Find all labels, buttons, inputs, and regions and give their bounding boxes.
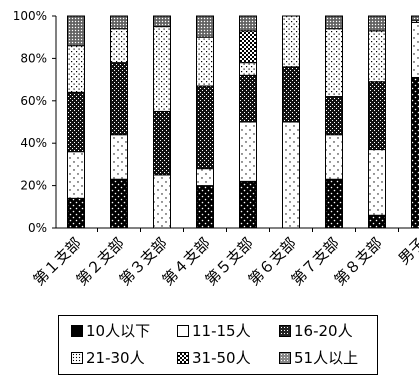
legend-label: 16-20人 — [294, 322, 353, 340]
legend-swatch — [71, 325, 83, 337]
x-category-label: 男子 — [395, 234, 419, 268]
bar-segment — [412, 16, 419, 20]
bar-segment — [111, 16, 128, 29]
y-tick-label: 100% — [13, 9, 47, 23]
bar-segment — [154, 16, 171, 27]
bar-segment — [412, 77, 419, 228]
bar-segment — [154, 27, 171, 112]
y-tick-label: 40% — [20, 136, 47, 150]
bar-segment — [326, 29, 343, 97]
legend-item-31-50: 31-50人 — [177, 349, 251, 367]
bar-segment — [240, 122, 257, 181]
bar-segment — [154, 111, 171, 175]
bar-segment — [283, 122, 300, 228]
bar-segment — [240, 31, 257, 63]
bar-segment — [197, 37, 214, 86]
legend-swatch — [177, 325, 189, 337]
bar-segment — [240, 16, 257, 31]
bar-segment — [369, 150, 386, 216]
legend-label: 51人以上 — [294, 349, 358, 367]
legend-label: 10人以下 — [86, 322, 150, 340]
bar-segment — [326, 97, 343, 135]
y-tick-label: 80% — [20, 51, 47, 65]
bar-segment — [68, 152, 85, 199]
bar-segment — [240, 63, 257, 76]
legend-item-51-plus: 51人以上 — [279, 349, 358, 367]
legend-swatch — [71, 352, 83, 364]
bar-segment — [283, 16, 300, 67]
bar-segment — [369, 16, 386, 31]
x-category-label: 第８支部 — [331, 234, 386, 289]
legend: 10人以下 11-15人 16-20人 21-30人 31-50人 51人以上 — [58, 315, 378, 375]
bar-segment — [283, 67, 300, 122]
bar-segment — [412, 22, 419, 77]
legend-label: 11-15人 — [192, 322, 251, 340]
bar-segment — [369, 215, 386, 228]
y-tick-label: 60% — [20, 94, 47, 108]
legend-item-11-15: 11-15人 — [177, 322, 251, 340]
legend-swatch — [177, 352, 189, 364]
bar-segment — [326, 16, 343, 29]
legend-label: 31-50人 — [192, 349, 251, 367]
legend-item-21-30: 21-30人 — [71, 349, 145, 367]
bar-segment — [326, 179, 343, 228]
bar-segment — [154, 175, 171, 228]
bar-segment — [369, 31, 386, 82]
y-tick-label: 0% — [28, 221, 47, 235]
bar-segment — [111, 29, 128, 63]
bar-segment — [240, 181, 257, 228]
bar-segment — [197, 169, 214, 186]
legend-label: 21-30人 — [86, 349, 145, 367]
bar-segment — [68, 16, 85, 46]
bar-segment — [111, 135, 128, 180]
bar-segment — [68, 92, 85, 151]
bar-segment — [197, 86, 214, 169]
bar-segment — [111, 63, 128, 135]
legend-swatch — [279, 325, 291, 337]
bar-segment — [68, 198, 85, 228]
legend-item-16-20: 16-20人 — [279, 322, 353, 340]
bar-segment — [369, 82, 386, 150]
legend-item-10-or-less: 10人以下 — [71, 322, 150, 340]
bar-segment — [326, 135, 343, 180]
bar-segment — [197, 186, 214, 228]
y-tick-label: 20% — [20, 179, 47, 193]
bar-segment — [197, 16, 214, 37]
bar-segment — [240, 75, 257, 122]
legend-swatch — [279, 352, 291, 364]
bar-segment — [68, 46, 85, 93]
bar-segment — [111, 179, 128, 228]
